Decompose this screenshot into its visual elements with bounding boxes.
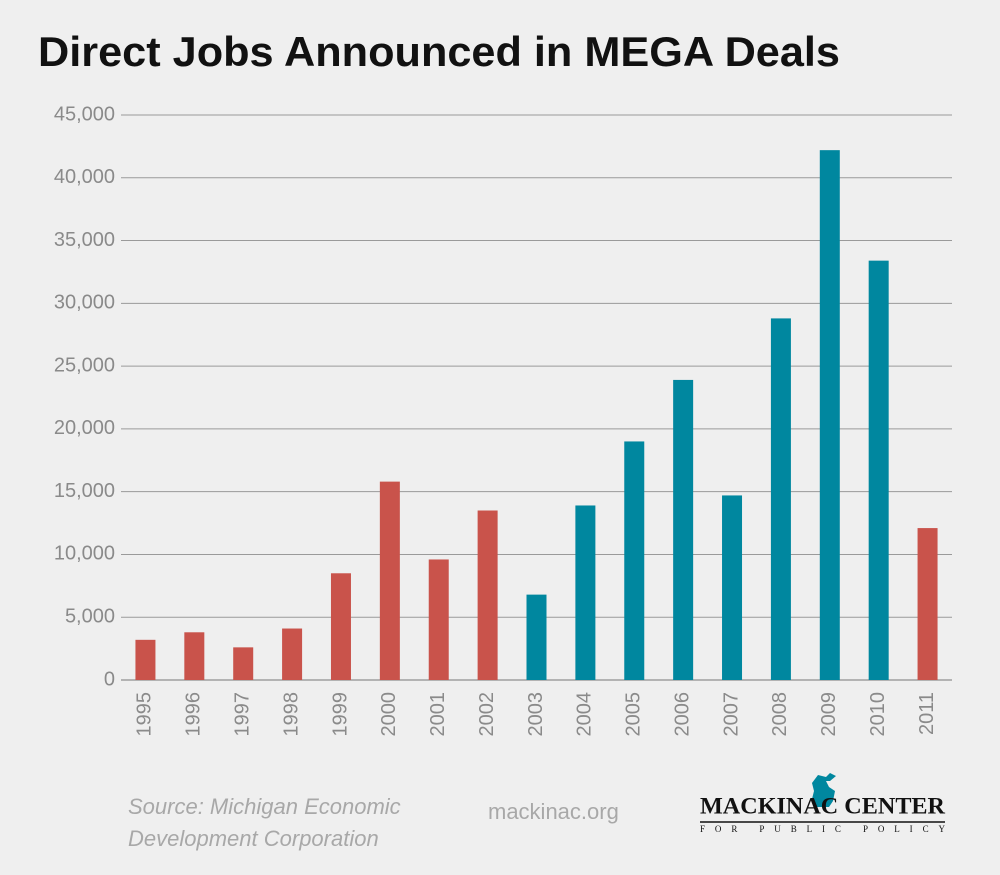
x-tick-label: 2003 [525,692,547,737]
x-tick-label: 2009 [818,692,840,737]
x-tick-label: 2006 [671,692,693,737]
website: mackinac.org [488,799,619,824]
logo-icon [812,773,836,807]
y-tick-label: 25,000 [54,354,115,376]
bar [624,441,645,680]
x-tick-label: 2000 [378,692,400,737]
bar [184,632,205,680]
logo-tagline: FOR PUBLIC POLICY [700,824,946,834]
source-line: Development Corporation [128,826,379,851]
y-tick-label: 5,000 [65,606,115,628]
bar [233,647,254,680]
y-tick-label: 0 [104,668,115,690]
source-line: Source: Michigan Economic [128,794,401,819]
x-tick-label: 2007 [720,692,742,737]
bar [575,505,596,680]
x-tick-label: 2002 [476,692,498,737]
bar [477,510,498,680]
x-tick-label: 1995 [134,692,156,737]
bar [428,559,449,680]
bar [673,379,694,680]
x-tick-label: 2010 [867,692,889,737]
y-tick-label: 15,000 [54,480,115,502]
x-tick-label: 2011 [916,692,938,735]
bar [282,628,303,680]
y-tick-label: 45,000 [54,103,115,125]
bar [330,573,351,680]
x-tick-label: 1998 [280,692,302,737]
bar [526,594,547,680]
bar [819,150,840,681]
y-tick-label: 40,000 [54,166,115,188]
x-tick-label: 2001 [427,692,449,737]
bar [917,528,938,680]
chart-title: Direct Jobs Announced in MEGA Deals [38,28,840,75]
y-tick-label: 10,000 [54,543,115,565]
y-tick-label: 30,000 [54,292,115,314]
x-tick-label: 2004 [574,692,596,737]
x-tick-label: 1999 [329,692,351,737]
logo-name: MACKINAC CENTER [700,793,945,818]
x-tick-label: 2008 [769,692,791,737]
x-tick-label: 2005 [623,692,645,737]
x-tick-label: 1996 [183,692,205,737]
bar [868,260,889,680]
bar [379,481,400,680]
bar [722,495,743,680]
bar [770,318,791,680]
bar [135,639,156,680]
y-tick-label: 20,000 [54,417,115,439]
x-tick-label: 1997 [231,692,253,737]
y-tick-label: 35,000 [54,229,115,251]
